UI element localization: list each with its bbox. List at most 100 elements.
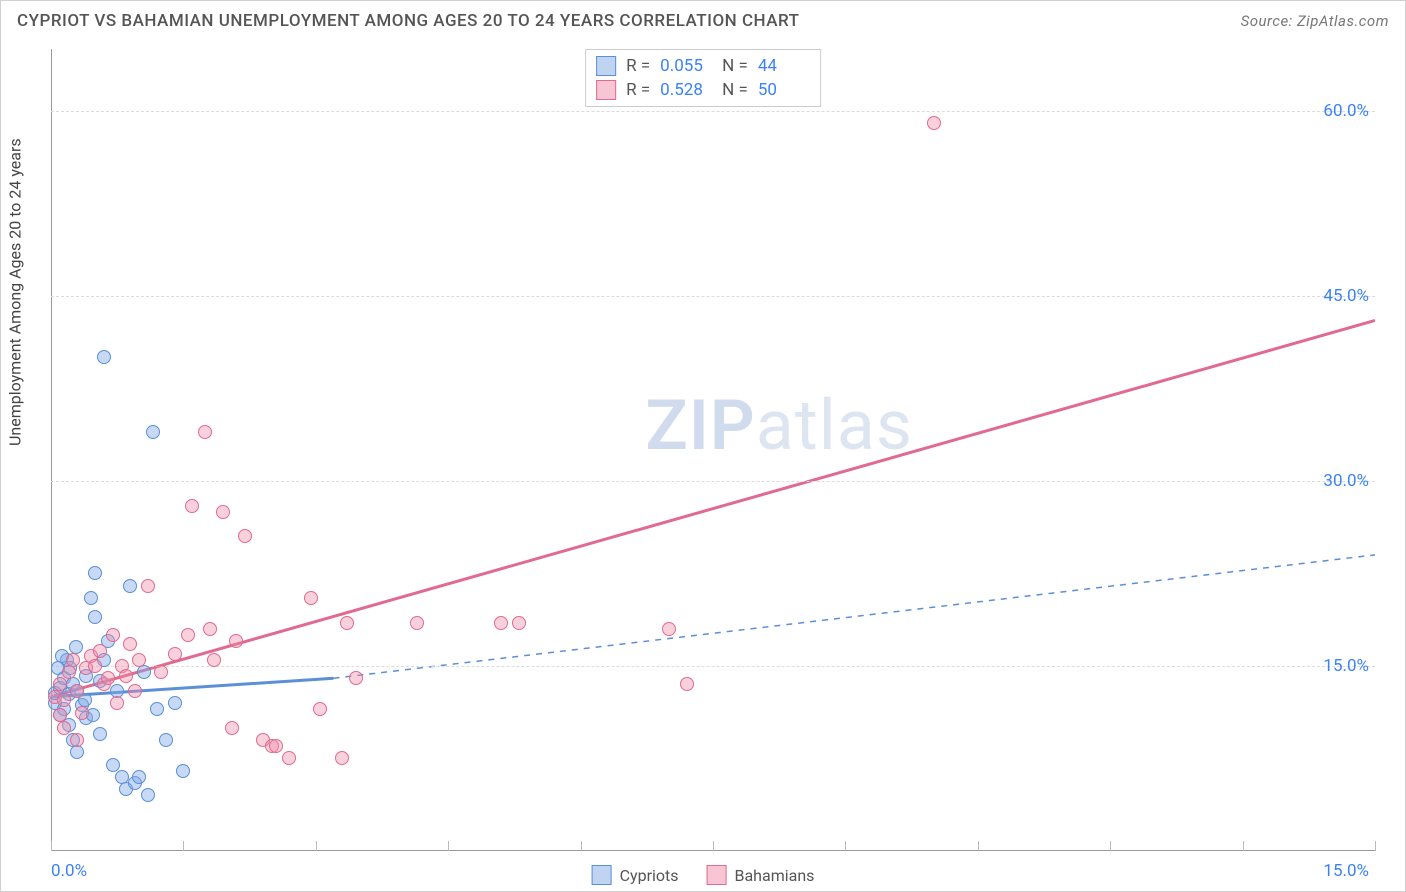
n-label: N = <box>722 56 748 76</box>
x-tick <box>845 841 846 851</box>
n-label-2: N = <box>722 80 748 100</box>
r-label-2: R = <box>626 80 650 100</box>
grid-line <box>51 481 1375 482</box>
data-point-bahamians <box>75 706 89 720</box>
x-tick <box>448 841 449 851</box>
data-point-bahamians <box>132 653 146 667</box>
x-tick <box>713 841 714 851</box>
data-point-bahamians <box>53 677 67 691</box>
legend-label-cypriots: Cypriots <box>620 866 679 885</box>
grid-line <box>51 296 1375 297</box>
x-tick <box>978 841 979 851</box>
data-point-bahamians <box>340 616 354 630</box>
x-tick <box>581 841 582 851</box>
grid-line <box>51 666 1375 667</box>
watermark: ZIPatlas <box>645 385 913 467</box>
plot-region: ZIPatlas 15.0%30.0%45.0%60.0%0.0%15.0% <box>51 49 1375 851</box>
data-point-bahamians <box>168 647 182 661</box>
data-point-cypriots <box>146 425 160 439</box>
data-point-bahamians <box>313 702 327 716</box>
data-point-cypriots <box>70 745 84 759</box>
data-point-bahamians <box>269 739 283 753</box>
data-point-bahamians <box>512 616 526 630</box>
data-point-cypriots <box>106 758 120 772</box>
legend-swatch-bahamians <box>707 865 727 885</box>
title-bar: CYPRIOT VS BAHAMIAN UNEMPLOYMENT AMONG A… <box>1 1 1405 39</box>
r-value-cypriots: 0.055 <box>660 56 712 76</box>
series-legend: Cypriots Bahamians <box>592 865 815 885</box>
data-point-cypriots <box>97 350 111 364</box>
source-label: Source: ZipAtlas.com <box>1241 12 1389 30</box>
data-point-bahamians <box>57 721 71 735</box>
chart-title: CYPRIOT VS BAHAMIAN UNEMPLOYMENT AMONG A… <box>17 11 800 31</box>
data-point-bahamians <box>181 628 195 642</box>
data-point-bahamians <box>282 751 296 765</box>
x-tick <box>1110 841 1111 851</box>
x-tick <box>51 841 52 851</box>
data-point-bahamians <box>110 696 124 710</box>
data-point-cypriots <box>150 702 164 716</box>
grid-line <box>51 111 1375 112</box>
r-value-bahamians: 0.528 <box>660 80 712 100</box>
data-point-bahamians <box>927 116 941 130</box>
swatch-bahamians <box>596 80 616 100</box>
x-tick <box>183 841 184 851</box>
x-label-min: 0.0% <box>51 861 87 881</box>
data-point-bahamians <box>349 671 363 685</box>
data-point-cypriots <box>93 727 107 741</box>
watermark-atlas: atlas <box>756 385 913 467</box>
data-point-bahamians <box>106 628 120 642</box>
data-point-bahamians <box>410 616 424 630</box>
r-label: R = <box>626 56 650 76</box>
data-point-bahamians <box>70 684 84 698</box>
data-point-cypriots <box>137 665 151 679</box>
data-point-bahamians <box>93 644 107 658</box>
data-point-cypriots <box>141 788 155 802</box>
y-axis-line <box>51 49 52 851</box>
data-point-bahamians <box>207 653 221 667</box>
data-point-cypriots <box>88 610 102 624</box>
n-value-cypriots: 44 <box>758 56 810 76</box>
data-point-cypriots <box>84 591 98 605</box>
data-point-bahamians <box>101 671 115 685</box>
swatch-cypriots <box>596 56 616 76</box>
data-point-bahamians <box>70 733 84 747</box>
data-point-bahamians <box>57 693 71 707</box>
data-point-cypriots <box>123 579 137 593</box>
data-point-bahamians <box>680 677 694 691</box>
data-point-bahamians <box>238 529 252 543</box>
trend-lines <box>51 49 1375 851</box>
data-point-cypriots <box>159 733 173 747</box>
data-point-bahamians <box>662 622 676 636</box>
data-point-bahamians <box>119 669 133 683</box>
data-point-bahamians <box>225 721 239 735</box>
stat-row-bahamians: R = 0.528 N = 50 <box>596 78 810 102</box>
y-tick-label: 15.0% <box>1323 656 1369 676</box>
data-point-bahamians <box>128 684 142 698</box>
x-tick <box>1243 841 1244 851</box>
data-point-bahamians <box>229 634 243 648</box>
data-point-bahamians <box>335 751 349 765</box>
data-point-bahamians <box>62 665 76 679</box>
watermark-zip: ZIP <box>645 385 755 467</box>
stat-row-cypriots: R = 0.055 N = 44 <box>596 54 810 78</box>
data-point-bahamians <box>216 505 230 519</box>
y-tick-label: 30.0% <box>1323 471 1369 491</box>
legend-swatch-cypriots <box>592 865 612 885</box>
y-tick-label: 45.0% <box>1323 286 1369 306</box>
x-tick <box>1375 841 1376 851</box>
data-point-bahamians <box>66 653 80 667</box>
data-point-bahamians <box>88 659 102 673</box>
data-point-bahamians <box>141 579 155 593</box>
legend-item-bahamians: Bahamians <box>707 865 815 885</box>
chart-container: CYPRIOT VS BAHAMIAN UNEMPLOYMENT AMONG A… <box>0 0 1406 892</box>
y-tick-label: 60.0% <box>1323 101 1369 121</box>
data-point-bahamians <box>203 622 217 636</box>
data-point-cypriots <box>88 566 102 580</box>
data-point-bahamians <box>494 616 508 630</box>
data-point-bahamians <box>304 591 318 605</box>
stat-legend: R = 0.055 N = 44 R = 0.528 N = 50 <box>585 49 821 107</box>
data-point-bahamians <box>123 637 137 651</box>
data-point-bahamians <box>154 665 168 679</box>
y-axis-title: Unemployment Among Ages 20 to 24 years <box>6 138 25 446</box>
